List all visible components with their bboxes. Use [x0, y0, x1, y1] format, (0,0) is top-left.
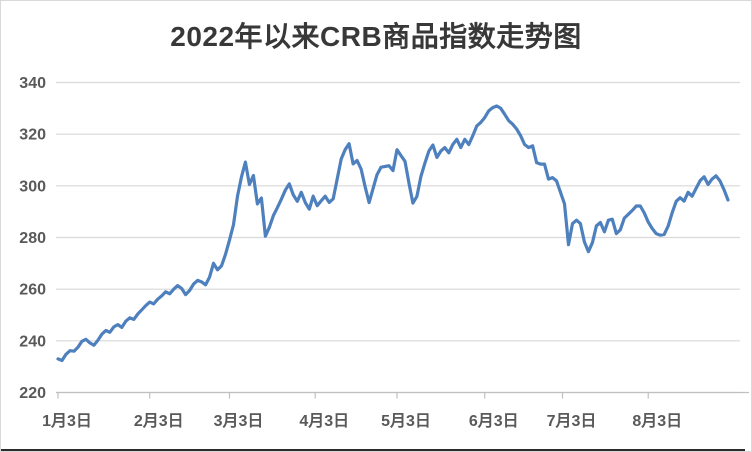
x-axis-tick-label: 3月3日 [214, 412, 264, 430]
y-axis-tick-label: 340 [19, 75, 46, 92]
y-axis-tick-label: 280 [19, 230, 46, 247]
bottom-edge-bar [1, 449, 745, 451]
x-axis-tick-label: 5月3日 [381, 412, 431, 430]
crb-index-line [56, 104, 730, 363]
y-axis-tick-label: 300 [19, 178, 46, 195]
x-axis-tick-label: 8月3日 [632, 412, 682, 430]
chart-title: 2022年以来CRB商品指数走势图 [170, 21, 582, 52]
y-axis-tick-label: 220 [19, 385, 46, 402]
x-axis-tick-label: 4月3日 [299, 412, 349, 430]
x-axis-tick-label: 1月3日 [42, 412, 92, 430]
y-axis-tick-label: 240 [19, 333, 46, 350]
x-axis-tick-label: 2月3日 [134, 412, 184, 430]
x-axis-tick-label: 7月3日 [547, 412, 597, 430]
y-axis-tick-label: 260 [19, 282, 46, 299]
y-axis-tick-label: 320 [19, 127, 46, 144]
x-axis-tick-label: 6月3日 [469, 412, 519, 430]
